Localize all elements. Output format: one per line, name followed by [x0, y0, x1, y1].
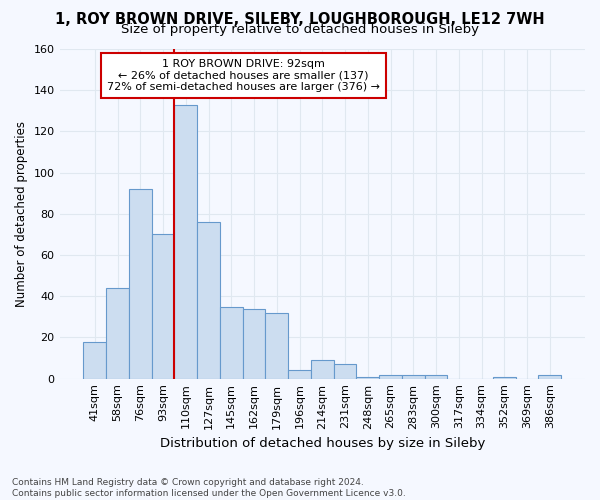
Text: Size of property relative to detached houses in Sileby: Size of property relative to detached ho… [121, 22, 479, 36]
Text: 1 ROY BROWN DRIVE: 92sqm
← 26% of detached houses are smaller (137)
72% of semi-: 1 ROY BROWN DRIVE: 92sqm ← 26% of detach… [107, 59, 380, 92]
Bar [379, 374, 402, 378]
Bar [83, 342, 106, 378]
Bar [197, 222, 220, 378]
Text: Contains HM Land Registry data © Crown copyright and database right 2024.
Contai: Contains HM Land Registry data © Crown c… [12, 478, 406, 498]
Bar [425, 374, 448, 378]
Bar [175, 104, 197, 378]
Bar [106, 288, 129, 378]
Y-axis label: Number of detached properties: Number of detached properties [15, 121, 28, 307]
Bar [220, 306, 242, 378]
Bar [288, 370, 311, 378]
Bar [152, 234, 175, 378]
Bar [356, 376, 379, 378]
Bar [334, 364, 356, 378]
Bar [311, 360, 334, 378]
X-axis label: Distribution of detached houses by size in Sileby: Distribution of detached houses by size … [160, 437, 485, 450]
Text: 1, ROY BROWN DRIVE, SILEBY, LOUGHBOROUGH, LE12 7WH: 1, ROY BROWN DRIVE, SILEBY, LOUGHBOROUGH… [55, 12, 545, 28]
Bar [402, 374, 425, 378]
Bar [265, 312, 288, 378]
Bar [129, 189, 152, 378]
Bar [242, 308, 265, 378]
Bar [493, 376, 515, 378]
Bar [538, 374, 561, 378]
